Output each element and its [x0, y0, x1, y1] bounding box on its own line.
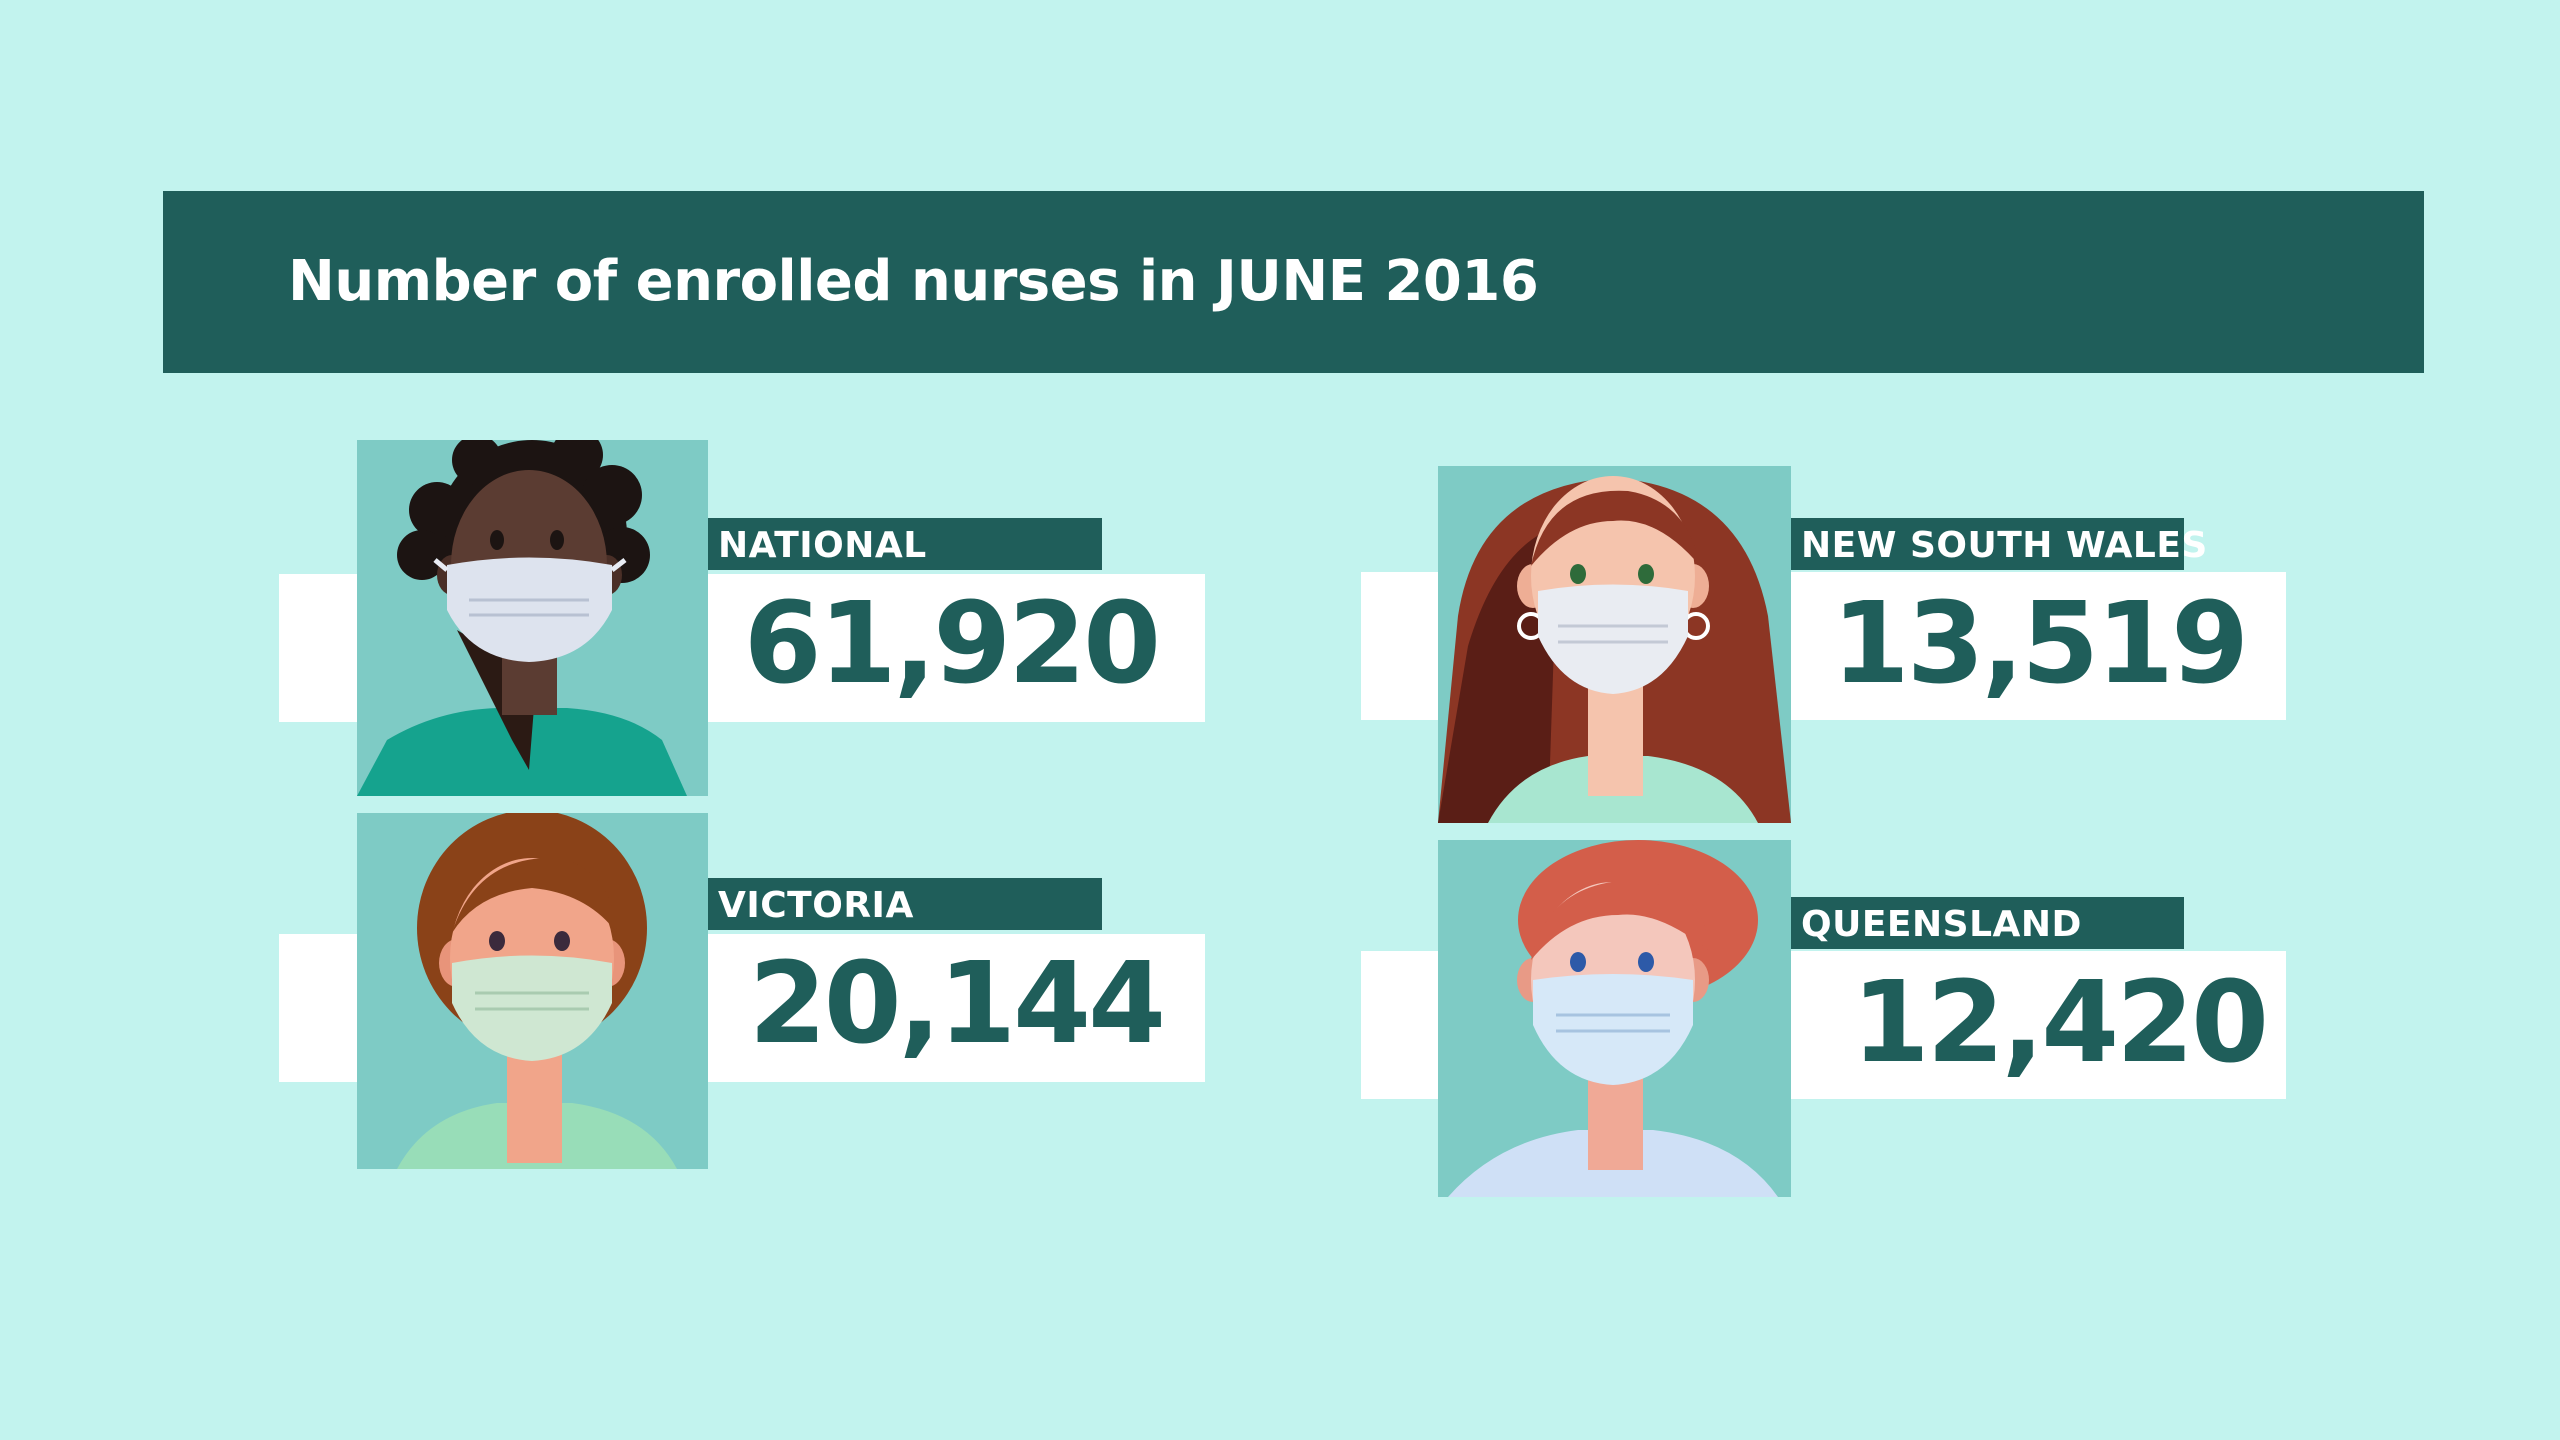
region-value: 20,144 [748, 939, 1166, 1069]
card-backdrop-left [1361, 572, 1438, 720]
card-backdrop-left [279, 574, 357, 722]
page-title: Number of enrolled nurses in JUNE 2016 [288, 249, 1539, 314]
card-backdrop-right [1791, 572, 2286, 720]
card-backdrop-right [1791, 951, 2286, 1099]
region-label: NEW SOUTH WALES [1791, 518, 2207, 570]
region-value: 61,920 [743, 579, 1161, 709]
card-backdrop-left [279, 934, 357, 1082]
title-banner: Number of enrolled nurses in JUNE 2016 [163, 191, 2424, 373]
region-value: 13,519 [1831, 579, 2249, 709]
nurse-portrait-icon [357, 813, 708, 1169]
card-backdrop-right [708, 934, 1205, 1082]
region-value: 12,420 [1851, 958, 2269, 1088]
nurse-portrait-icon [1438, 466, 1791, 823]
card-backdrop-right [708, 574, 1205, 722]
region-label: VICTORIA [708, 878, 1102, 930]
nurse-portrait-icon [357, 440, 708, 796]
region-label: QUEENSLAND [1791, 897, 2184, 949]
nurse-portrait-icon [1438, 840, 1791, 1197]
card-backdrop-left [1361, 951, 1438, 1099]
region-label: NATIONAL [708, 518, 1102, 570]
